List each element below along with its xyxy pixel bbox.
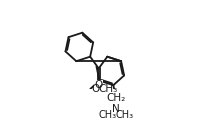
Text: CH₂: CH₂ [106,93,126,103]
Text: CH₃: CH₃ [98,84,117,94]
Text: N: N [112,104,120,114]
Text: O: O [95,80,103,90]
Text: O: O [91,84,99,94]
Text: CH₃: CH₃ [99,111,117,121]
Text: CH₃: CH₃ [115,111,133,121]
